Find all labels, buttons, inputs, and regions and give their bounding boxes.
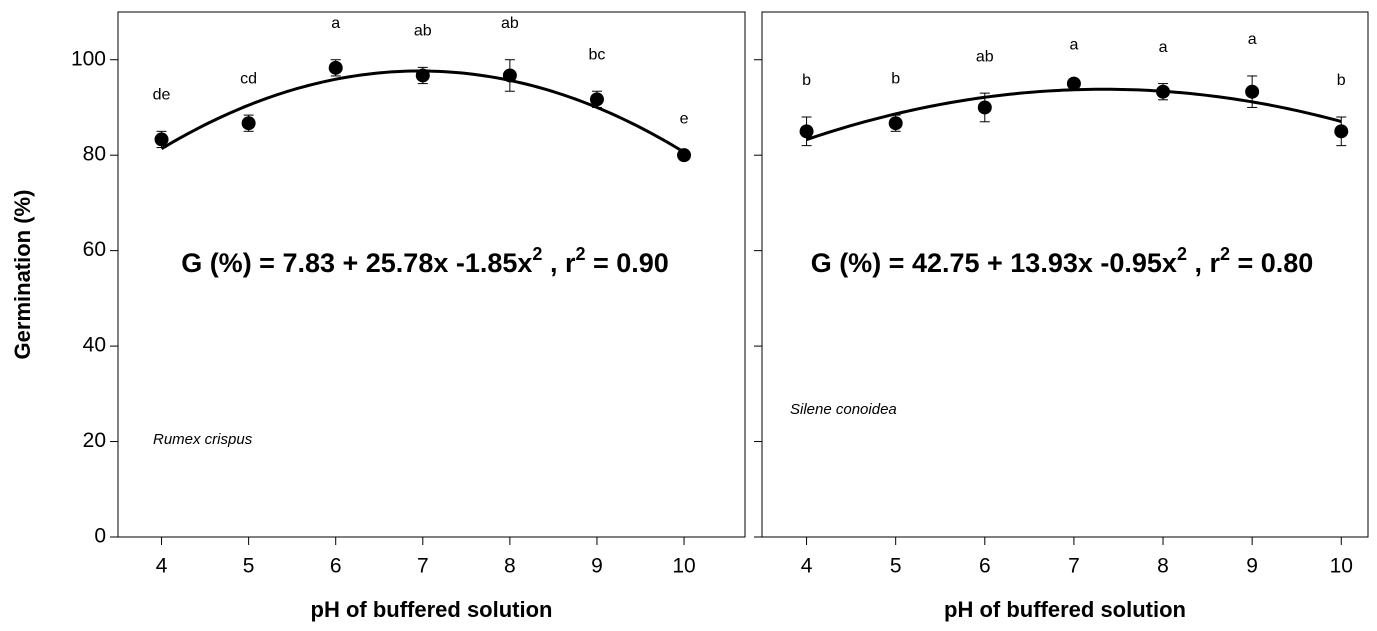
plot-frame (117, 11, 746, 538)
x-axis-title: pH of buffered solution (311, 597, 553, 622)
plot-frame (761, 11, 1369, 538)
data-point (415, 68, 430, 83)
x-tick-label: 6 (330, 555, 342, 578)
data-point (1334, 124, 1349, 139)
equation-part: = 0.80 (1230, 248, 1313, 278)
x-tick-label: 6 (979, 555, 991, 578)
y-tick-label: 20 (83, 429, 106, 452)
x-tick-label: 4 (801, 555, 813, 578)
data-point (154, 132, 169, 147)
fit-curve (806, 87, 1342, 141)
x-axis-title: pH of buffered solution (944, 597, 1186, 622)
data-point (241, 116, 256, 131)
superscript: 2 (1220, 244, 1230, 264)
x-tick-label: 10 (1330, 555, 1353, 578)
superscript: 2 (575, 244, 585, 264)
x-tick-label: 4 (156, 555, 168, 578)
equation-part: = 0.90 (585, 248, 668, 278)
data-point (328, 60, 343, 75)
significance-letter: e (680, 110, 689, 127)
data-point (502, 68, 517, 83)
significance-letter: ab (414, 23, 432, 40)
x-tick-label: 7 (1068, 555, 1080, 578)
significance-letter: b (1337, 72, 1346, 89)
data-point (589, 92, 604, 107)
equation: G (%) = 7.83 + 25.78x -1.85x2 , r2 = 0.9… (181, 244, 669, 278)
x-tick-label: 5 (243, 555, 255, 578)
x-tick-label: 10 (672, 555, 695, 578)
equation-part: , r (1187, 248, 1221, 278)
significance-letter: a (1248, 31, 1257, 48)
data-point (977, 100, 992, 115)
y-tick-label: 0 (94, 525, 106, 548)
significance-letter: a (1069, 36, 1078, 53)
equation: G (%) = 42.75 + 13.93x -0.95x2 , r2 = 0.… (811, 244, 1314, 278)
data-point (1245, 84, 1260, 99)
x-tick-label: 8 (1157, 555, 1169, 578)
equation-part: , r (542, 248, 576, 278)
data-point (799, 124, 814, 139)
significance-letter: a (331, 15, 340, 32)
data-point (888, 116, 903, 131)
significance-letter: bc (589, 46, 606, 63)
y-tick-label: 100 (71, 47, 106, 70)
superscript: 2 (532, 244, 542, 264)
y-tick-label: 80 (83, 143, 106, 166)
superscript: 2 (1177, 244, 1187, 264)
equation-part: G (%) = 42.75 + 13.93x -0.95x (811, 248, 1177, 278)
significance-letter: ab (976, 48, 994, 65)
x-tick-label: 7 (417, 555, 429, 578)
y-axis-title: Germination (%) (10, 190, 35, 360)
species-label: Rumex crispus (153, 431, 253, 448)
significance-letter: a (1159, 39, 1168, 56)
y-tick-label: 40 (83, 334, 106, 357)
x-tick-label: 9 (1246, 555, 1258, 578)
x-tick-label: 5 (890, 555, 902, 578)
data-point (677, 148, 692, 163)
data-point (1066, 76, 1081, 91)
data-point (1156, 84, 1171, 99)
x-tick-label: 8 (504, 555, 516, 578)
significance-letter: de (153, 87, 171, 104)
species-label: Silene conoidea (790, 401, 897, 418)
significance-letter: ab (501, 15, 519, 32)
significance-letter: b (891, 70, 900, 87)
y-tick-label: 60 (83, 238, 106, 261)
significance-letter: cd (240, 70, 257, 87)
equation-part: G (%) = 7.83 + 25.78x -1.85x (181, 248, 532, 278)
x-tick-label: 9 (591, 555, 603, 578)
significance-letter: b (802, 72, 811, 89)
